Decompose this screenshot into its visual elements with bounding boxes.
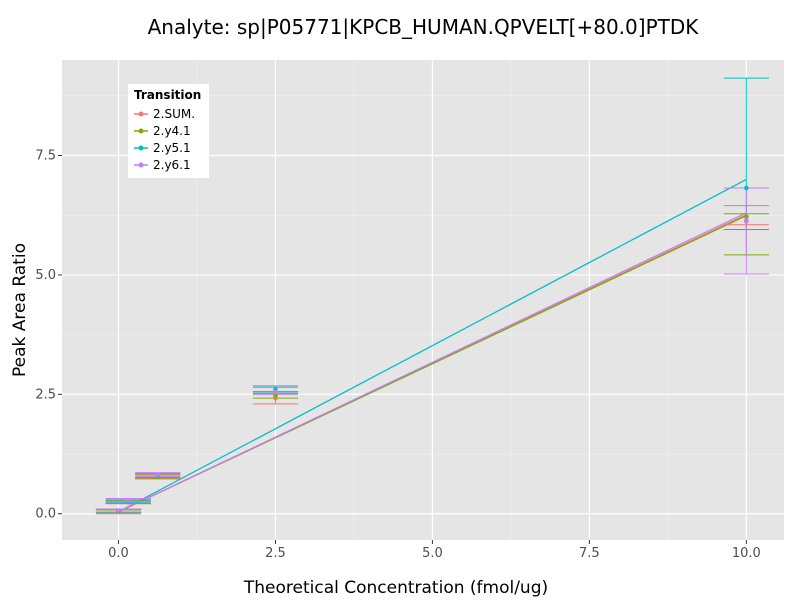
x-axis-ticks: 0.0 2.5 5.0 7.5 10.0 (108, 540, 761, 561)
x-tick-label: 5.0 (422, 546, 443, 561)
x-tick-label: 0.0 (108, 546, 129, 561)
data-point (155, 472, 161, 477)
fit-line (118, 178, 747, 513)
chart-title: Analyte: sp|P05771|KPCB_HUMAN.QPVELT[+80… (148, 15, 700, 39)
x-axis-title: Theoretical Concentration (fmol/ug) (243, 578, 548, 598)
legend-key-point (138, 145, 144, 151)
data-point (273, 393, 278, 399)
legend-key-point (138, 128, 144, 134)
legend-label: 2.y6.1 (153, 158, 191, 172)
legend-key-point (138, 111, 144, 117)
y-tick-label: 2.5 (35, 387, 56, 402)
data-point (125, 498, 131, 503)
y-tick-label: 0.0 (35, 507, 56, 522)
legend-title: Transition (134, 88, 201, 102)
legend-label: 2.y4.1 (153, 124, 191, 138)
y-axis-title: Peak Area Ratio (10, 243, 30, 377)
data-point (744, 185, 749, 191)
fit-line (118, 212, 747, 513)
fit-lines (118, 178, 747, 513)
x-tick-label: 7.5 (579, 546, 600, 561)
data-point (744, 218, 749, 223)
legend-items: 2.SUM. 2.y4.1 2.y5.1 2.y6.1 (134, 107, 195, 172)
legend-label: 2.SUM. (153, 107, 195, 121)
data-point (744, 214, 749, 219)
grid-major (62, 60, 784, 540)
data-point (273, 389, 278, 395)
y-tick-label: 5.0 (35, 268, 56, 283)
data-points (116, 185, 749, 515)
data-point (116, 508, 121, 513)
x-tick-label: 2.5 (265, 546, 286, 561)
legend-key-point (138, 162, 144, 168)
y-axis-ticks: 0.0 2.5 5.0 7.5 (35, 149, 62, 522)
x-tick-label: 10.0 (732, 546, 761, 561)
legend: Transition 2.SUM. 2.y4.1 2.y5.1 2.y6.1 (128, 84, 209, 178)
legend-label: 2.y5.1 (153, 141, 191, 155)
y-tick-label: 7.5 (35, 149, 56, 164)
